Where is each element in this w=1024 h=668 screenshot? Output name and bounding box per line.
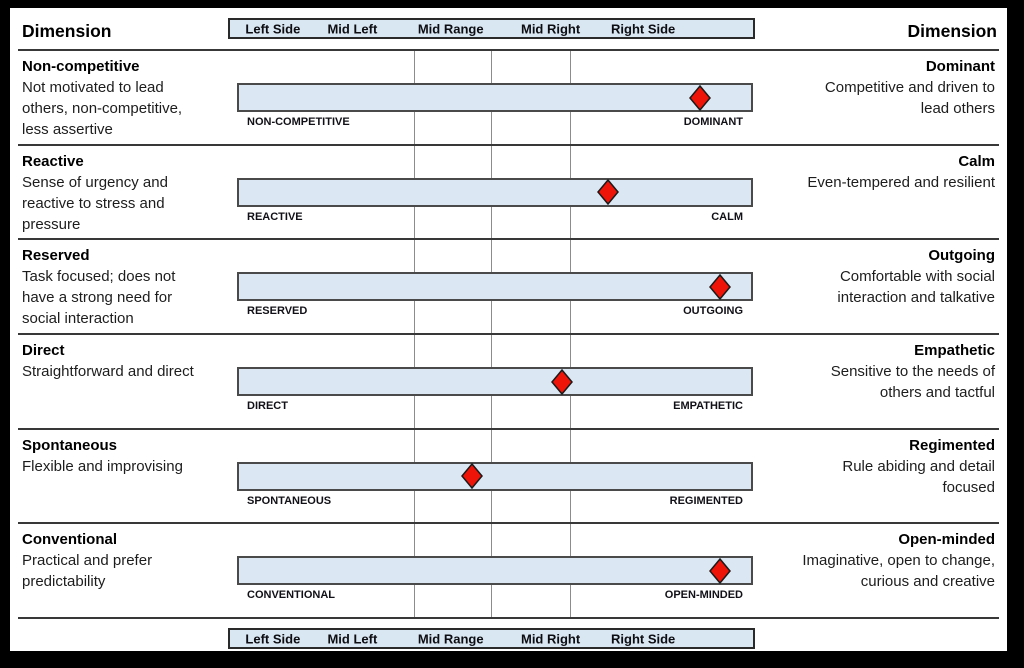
left-pole-text: Non-competitive Not motivated to lead ot… [22, 56, 210, 140]
track-right-label: OPEN-MINDED [664, 589, 743, 602]
left-pole-text: Reactive Sense of urgency and reactive t… [22, 151, 210, 235]
right-pole-description: Sensitive to the needs of others and tac… [830, 363, 995, 402]
left-pole-description: Sense of urgency and reactive to stress … [22, 173, 168, 233]
left-pole-title: Non-competitive [22, 58, 140, 75]
right-pole-text: Outgoing Comfortable with social interac… [795, 245, 995, 308]
left-pole-title: Spontaneous [22, 436, 118, 454]
dimension-row-reserved-outgoing: Reserved Task focused; does not have a s… [18, 240, 999, 336]
right-pole-description: Comfortable with social interaction and … [837, 268, 995, 307]
dimension-rows: Non-competitive Not motivated to lead ot… [18, 49, 999, 620]
track-left-label: REACTIVE [247, 210, 303, 223]
score-track [237, 461, 753, 491]
dimension-row-reactive-calm: Reactive Sense of urgency and reactive t… [18, 146, 999, 241]
right-pole-text: Calm Even-tempered and resilient [795, 151, 995, 193]
right-pole-title: Outgoing [928, 247, 995, 265]
scale-label-mid-right: Mid Right [520, 631, 581, 646]
score-track [237, 272, 753, 302]
right-pole-description: Imaginative, open to change, curious and… [802, 552, 995, 591]
dimension-row-direct-empathetic: Direct Straightforward and direct DIRECT… [18, 335, 999, 430]
right-pole-title: Dominant [925, 58, 995, 75]
left-pole-title: Conventional [22, 531, 118, 549]
right-pole-description: Even-tempered and resilient [807, 173, 995, 191]
scale-header-bottom: Left Side Mid Left Mid Range Mid Right R… [228, 628, 755, 649]
track-pole-labels: REACTIVE CALM [237, 211, 753, 225]
score-marker-diamond-icon [596, 179, 619, 206]
track-left-label: DIRECT [247, 400, 288, 413]
track-pole-labels: SPONTANEOUS REGIMENTED [237, 495, 753, 509]
left-pole-text: Reserved Task focused; does not have a s… [22, 245, 210, 329]
track-right-label: CALM [711, 210, 743, 223]
score-marker-diamond-icon [709, 273, 732, 300]
dimension-row-spontaneous-regimented: Spontaneous Flexible and improvising SPO… [18, 430, 999, 525]
track-right-label: DOMINANT [683, 116, 743, 128]
track-right-label: REGIMENTED [669, 494, 743, 507]
scale-label-left-side: Left Side [245, 631, 301, 646]
track-left-label: SPONTANEOUS [247, 494, 332, 507]
track-pole-labels: CONVENTIONAL OPEN-MINDED [237, 589, 753, 603]
left-pole-text: Direct Straightforward and direct [22, 340, 210, 382]
left-pole-description: Flexible and improvising [22, 457, 183, 475]
scale-label-right-side: Right Side [611, 21, 676, 36]
dimension-row-noncompetitive-dominant: Non-competitive Not motivated to lead ot… [18, 51, 999, 146]
left-pole-title: Direct [22, 342, 65, 360]
right-pole-description: Rule abiding and detail focused [842, 457, 995, 496]
scale-header-top: Left Side Mid Left Mid Range Mid Right R… [228, 18, 755, 39]
track-left-label: RESERVED [247, 305, 308, 318]
right-pole-text: Regimented Rule abiding and detail focus… [795, 435, 995, 498]
right-pole-title: Calm [958, 152, 995, 170]
track-left-label: NON-COMPETITIVE [247, 116, 350, 128]
right-pole-text: Empathetic Sensitive to the needs of oth… [795, 340, 995, 403]
scale-label-mid-range: Mid Range [417, 21, 484, 36]
scale-label-mid-left: Mid Left [327, 21, 378, 36]
score-marker-diamond-icon [709, 557, 732, 584]
scale-label-mid-right: Mid Right [520, 21, 581, 36]
track-right-label: EMPATHETIC [673, 400, 743, 413]
right-pole-text: Open-minded Imaginative, open to change,… [795, 529, 995, 592]
track-left-label: CONVENTIONAL [247, 589, 335, 602]
dimension-row-conventional-openminded: Conventional Practical and prefer predic… [18, 524, 999, 620]
score-marker-diamond-icon [460, 463, 483, 490]
score-track [237, 556, 753, 586]
dimension-header-left: Dimension [22, 21, 112, 41]
track-pole-labels: RESERVED OUTGOING [237, 305, 753, 319]
right-pole-title: Empathetic [914, 342, 995, 360]
right-pole-title: Regimented [909, 436, 995, 454]
score-track [237, 83, 753, 112]
score-track [237, 367, 753, 397]
right-pole-description: Competitive and driven to lead others [824, 79, 995, 117]
track-pole-labels: DIRECT EMPATHETIC [237, 400, 753, 414]
track-pole-labels: NON-COMPETITIVE DOMINANT [237, 116, 753, 130]
right-pole-title: Open-minded [898, 531, 995, 549]
left-pole-description: Task focused; does not have a strong nee… [22, 268, 176, 328]
left-pole-title: Reactive [22, 152, 84, 170]
right-pole-text: Dominant Competitive and driven to lead … [795, 56, 995, 119]
left-pole-description: Practical and prefer predictability [22, 552, 153, 591]
assessment-report-panel: Dimension Left Side Mid Left Mid Range M… [10, 8, 1007, 651]
scale-label-mid-range: Mid Range [417, 631, 484, 646]
scale-label-mid-left: Mid Left [327, 631, 378, 646]
left-pole-text: Spontaneous Flexible and improvising [22, 435, 210, 477]
left-pole-description: Straightforward and direct [22, 363, 194, 381]
dimension-header-right: Dimension [907, 21, 997, 41]
scale-label-right-side: Right Side [611, 631, 676, 646]
scale-label-left-side: Left Side [245, 21, 301, 36]
score-marker-diamond-icon [550, 368, 573, 395]
track-right-label: OUTGOING [683, 305, 743, 318]
score-marker-diamond-icon [688, 84, 711, 111]
left-pole-title: Reserved [22, 247, 90, 265]
score-track [237, 177, 753, 207]
left-pole-description: Not motivated to lead others, non-compet… [22, 79, 183, 138]
left-pole-text: Conventional Practical and prefer predic… [22, 529, 210, 592]
